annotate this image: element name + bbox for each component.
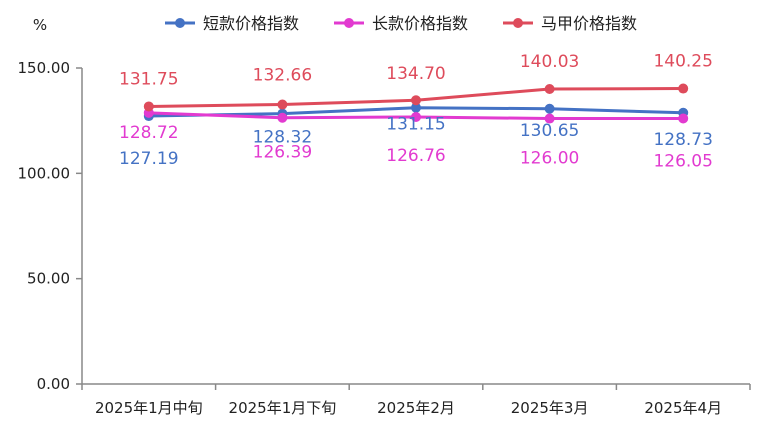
data-label: 128.73: [653, 130, 712, 150]
data-label: 126.76: [386, 146, 445, 166]
data-label: 128.72: [119, 123, 178, 143]
data-point: [544, 84, 555, 95]
axes: 0.00 50.00 100.00 150.00 2025年1月中旬 2025年1月下旬 2…: [18, 59, 751, 417]
data-point: [277, 99, 288, 110]
data-label: 132.66: [253, 66, 312, 86]
legend-label: 短款价格指数: [203, 14, 299, 33]
data-label: 126.39: [253, 143, 312, 163]
legend-swatch-marker: [175, 18, 185, 28]
data-label: 131.75: [119, 69, 178, 89]
data-point: [411, 102, 421, 113]
data-label: 131.15: [386, 115, 445, 135]
x-tick-label: 2025年4月: [644, 399, 722, 417]
data-label: 140.03: [520, 52, 579, 72]
data-point: [411, 111, 421, 122]
legend-swatch-marker: [344, 18, 354, 28]
data-label: 128.32: [253, 128, 312, 148]
y-tick-label: 150.00: [18, 59, 71, 77]
data-point: [678, 113, 689, 124]
data-point: [143, 101, 154, 112]
y-tick-label: 0.00: [37, 375, 70, 393]
y-tick-label: 100.00: [18, 164, 71, 182]
data-label: 127.19: [119, 149, 178, 169]
data-label: 140.25: [653, 52, 712, 72]
y-tick-label: 50.00: [27, 270, 70, 288]
data-label: 126.00: [520, 149, 579, 169]
data-label: 134.70: [386, 64, 445, 84]
data-labels: 127.19 128.32 131.15 130.65 128.73 128.72 126.…: [119, 52, 713, 172]
x-tick-label: 2025年3月: [511, 399, 589, 417]
legend-label: 长款价格指数: [372, 14, 468, 33]
data-point: [411, 95, 421, 106]
data-point: [277, 112, 288, 123]
legend: 短款价格指数 长款价格指数 马甲价格指数: [165, 14, 637, 33]
x-tick-label: 2025年1月中旬: [95, 399, 203, 417]
x-tick-label: 2025年2月: [377, 399, 455, 417]
legend-label: 马甲价格指数: [541, 14, 637, 33]
data-label: 130.65: [520, 121, 579, 141]
series-layer: [143, 83, 689, 124]
data-label: 126.05: [653, 151, 712, 171]
x-tick-label: 2025年1月下旬: [229, 399, 337, 417]
data-point: [678, 83, 689, 94]
legend-swatch-marker: [513, 18, 523, 28]
data-point: [544, 113, 555, 124]
y-axis-unit: %: [33, 16, 47, 34]
data-point: [544, 103, 555, 114]
